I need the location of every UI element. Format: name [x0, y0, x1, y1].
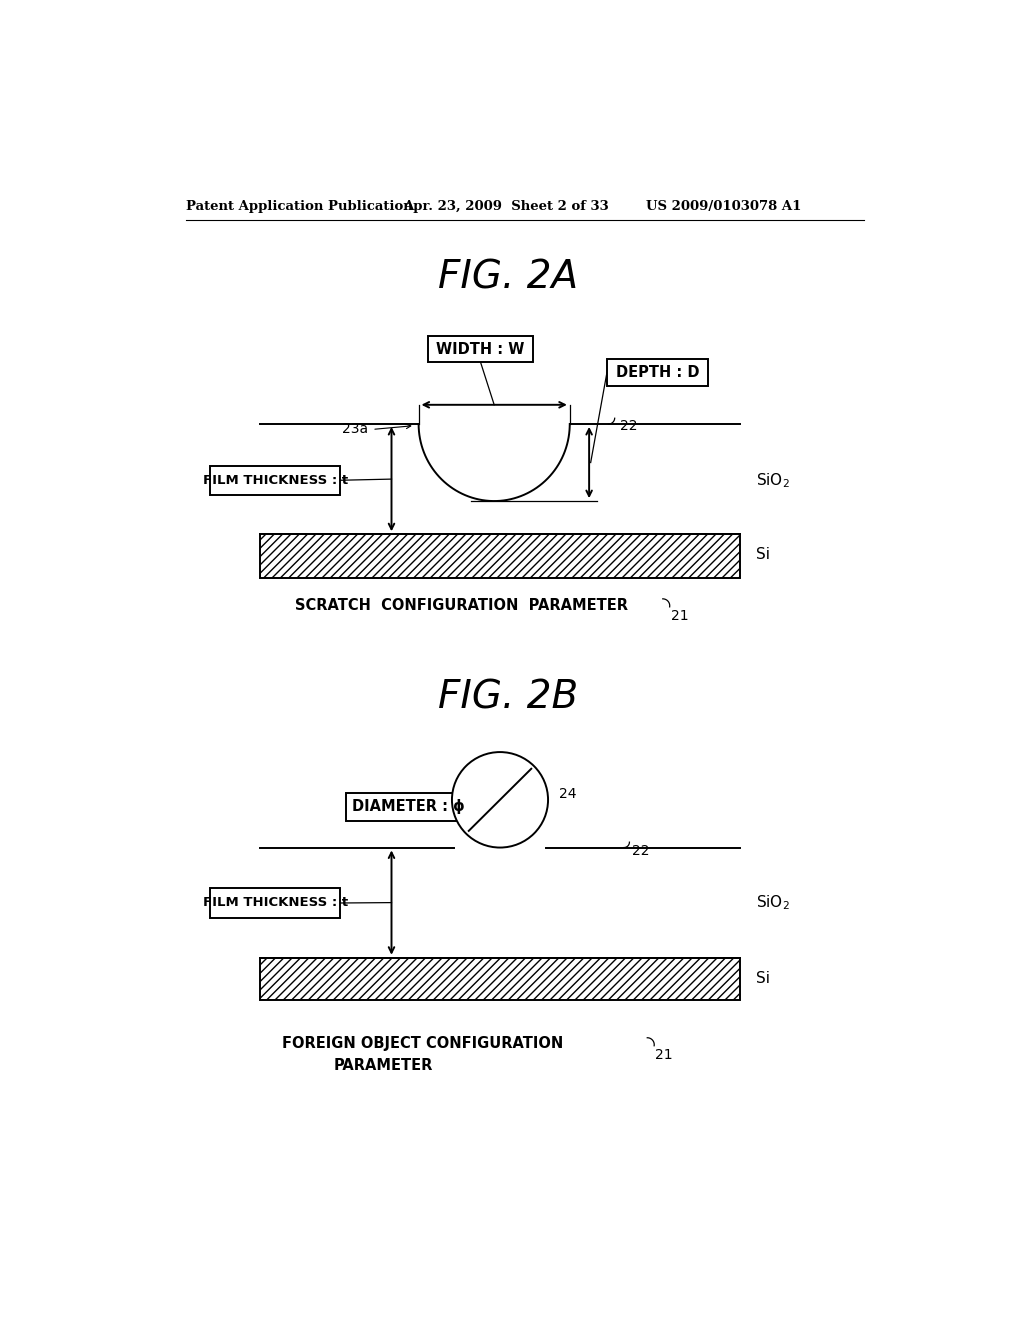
Text: Si: Si — [756, 548, 770, 562]
Text: FILM THICKNESS : t: FILM THICKNESS : t — [203, 896, 348, 909]
Text: US 2009/0103078 A1: US 2009/0103078 A1 — [646, 199, 801, 213]
Text: FIG. 2B: FIG. 2B — [437, 678, 578, 717]
Bar — [260, 535, 740, 578]
Text: SCRATCH  CONFIGURATION  PARAMETER: SCRATCH CONFIGURATION PARAMETER — [295, 598, 628, 612]
FancyBboxPatch shape — [607, 359, 708, 385]
Text: PARAMETER: PARAMETER — [334, 1057, 433, 1073]
Text: 21: 21 — [655, 1048, 673, 1061]
Text: SiO$_2$: SiO$_2$ — [756, 471, 790, 490]
Text: 22: 22 — [632, 845, 649, 858]
FancyBboxPatch shape — [210, 466, 340, 495]
FancyBboxPatch shape — [210, 888, 340, 917]
Text: 23a: 23a — [342, 422, 369, 437]
Text: FOREIGN OBJECT CONFIGURATION: FOREIGN OBJECT CONFIGURATION — [282, 1036, 563, 1052]
Text: Patent Application Publication: Patent Application Publication — [186, 199, 413, 213]
Text: 22: 22 — [621, 420, 638, 433]
Text: WIDTH : W: WIDTH : W — [436, 342, 525, 356]
FancyBboxPatch shape — [346, 793, 471, 821]
Circle shape — [452, 752, 548, 847]
Text: DIAMETER : ϕ: DIAMETER : ϕ — [352, 799, 465, 814]
Text: 24: 24 — [559, 788, 577, 801]
Bar — [260, 958, 740, 1001]
FancyBboxPatch shape — [428, 337, 532, 363]
Text: FILM THICKNESS : t: FILM THICKNESS : t — [203, 474, 348, 487]
Text: Apr. 23, 2009  Sheet 2 of 33: Apr. 23, 2009 Sheet 2 of 33 — [403, 199, 609, 213]
Text: 21: 21 — [671, 609, 688, 623]
Text: SiO$_2$: SiO$_2$ — [756, 894, 790, 912]
Text: DEPTH : D: DEPTH : D — [615, 364, 699, 380]
Text: Si: Si — [756, 972, 770, 986]
Text: FIG. 2A: FIG. 2A — [437, 259, 578, 297]
